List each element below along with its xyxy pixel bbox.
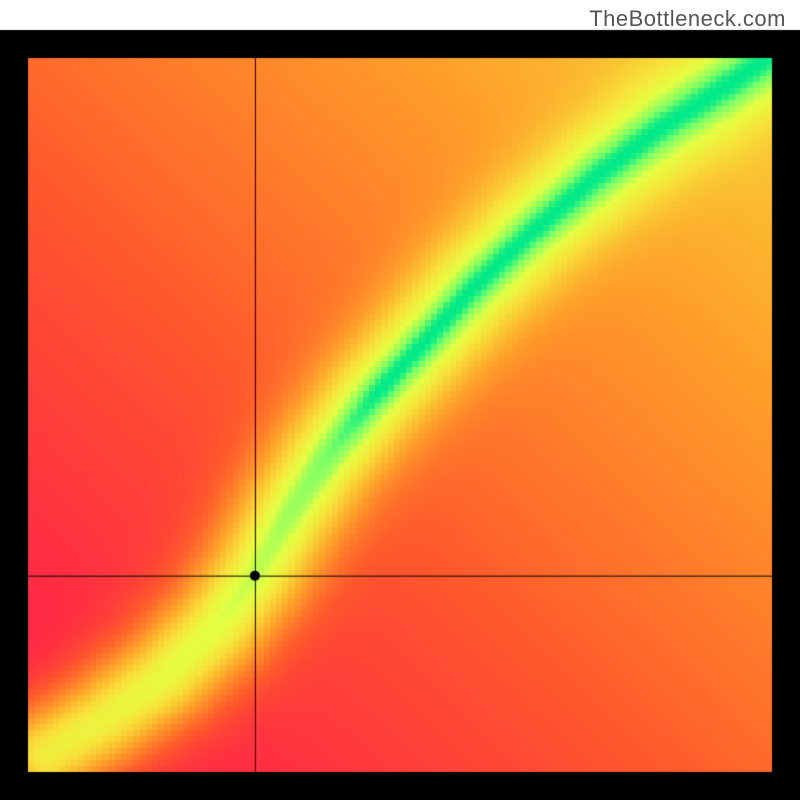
watermark-text: TheBottleneck.com (589, 6, 786, 32)
chart-container: TheBottleneck.com (0, 0, 800, 800)
bottleneck-heatmap (0, 0, 800, 800)
